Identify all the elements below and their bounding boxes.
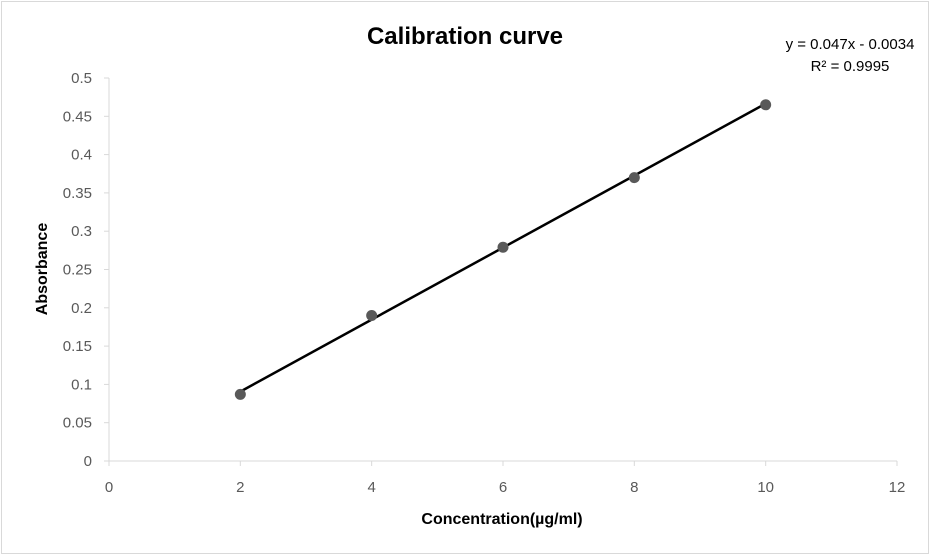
- x-tick-label: 0: [105, 479, 113, 496]
- y-tick-label: 0.25: [63, 262, 92, 279]
- y-tick-label: 0.1: [71, 376, 92, 393]
- trendline-equation: y = 0.047x - 0.0034: [786, 36, 915, 53]
- data-point: [760, 99, 772, 111]
- x-tick-label: 6: [499, 479, 507, 496]
- tick-labels: 0 0.05 0.1 0.15 0.2 0.25 0.3 0.35 0.4 0.45 0.5 0 2 4 6…: [63, 70, 906, 496]
- x-tick-label: 2: [236, 479, 244, 496]
- axes: [104, 77, 898, 466]
- y-tick-label: 0.15: [63, 338, 92, 355]
- trendline-r-squared: R² = 0.9995: [811, 58, 890, 75]
- x-tick-label: 4: [367, 479, 375, 496]
- y-axis-title: Absorbance: [34, 223, 51, 316]
- data-point: [234, 388, 246, 400]
- chart-title: Calibration curve: [367, 23, 563, 50]
- x-axis-title: Concentration(µg/ml): [421, 511, 582, 528]
- y-tick-label: 0.4: [71, 147, 92, 164]
- y-tick-label: 0.05: [63, 415, 92, 432]
- data-point: [366, 309, 378, 321]
- y-tick-label: 0.5: [71, 70, 92, 87]
- data-point: [628, 172, 640, 184]
- data-points: [234, 99, 772, 400]
- y-tick-label: 0: [84, 453, 92, 470]
- x-tick-label: 12: [889, 479, 906, 496]
- data-point: [497, 241, 509, 253]
- y-tick-label: 0.35: [63, 185, 92, 202]
- y-tick-label: 0.3: [71, 223, 92, 240]
- x-tick-label: 10: [757, 479, 774, 496]
- y-tick-label: 0.45: [63, 108, 92, 125]
- x-tick-label: 8: [630, 479, 638, 496]
- y-tick-label: 0.2: [71, 300, 92, 317]
